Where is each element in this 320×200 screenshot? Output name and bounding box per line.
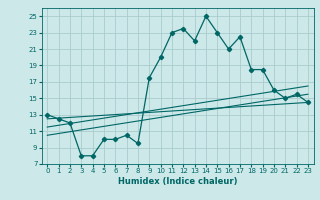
X-axis label: Humidex (Indice chaleur): Humidex (Indice chaleur) [118, 177, 237, 186]
